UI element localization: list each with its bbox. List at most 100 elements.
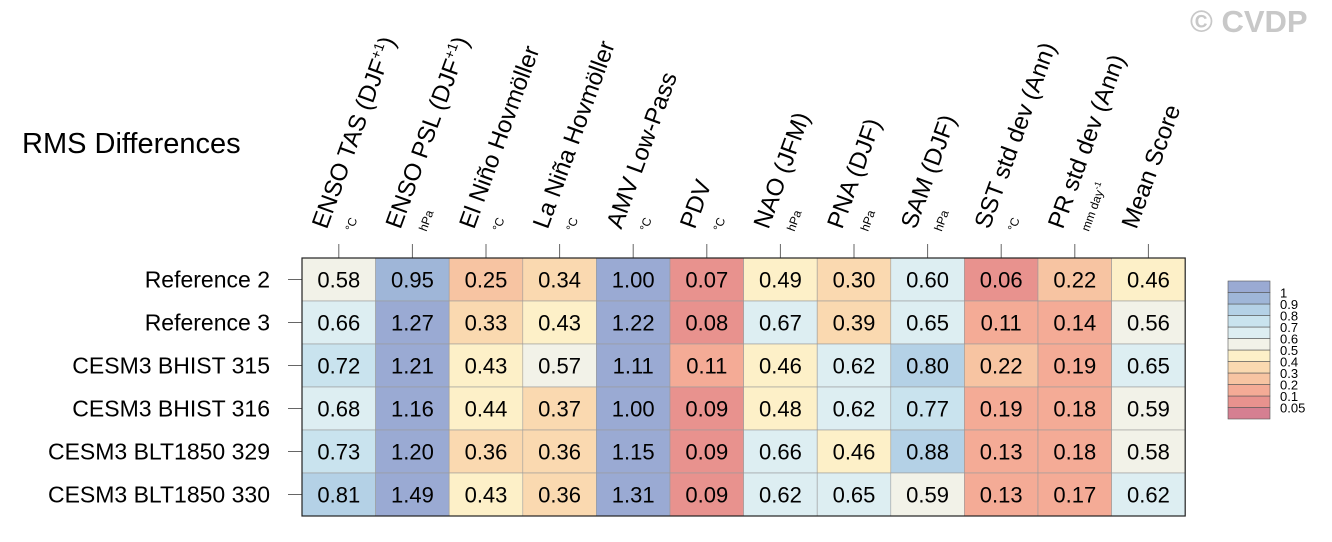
heatmap-cell xyxy=(375,257,450,302)
colorbar-tick-label: 0.8 xyxy=(1280,309,1298,324)
cell-value-label: 0.22 xyxy=(1053,268,1096,293)
cell-value-label: 1.11 xyxy=(613,354,654,379)
cell-value-label: 0.09 xyxy=(685,440,728,465)
cell-value-label: 0.34 xyxy=(538,268,581,293)
colorbar-tick-label: 0.6 xyxy=(1280,332,1298,347)
heatmap-cell xyxy=(1111,472,1186,517)
heatmap-cell xyxy=(522,386,597,431)
cell-value-label: 1.27 xyxy=(391,311,434,336)
colorbar-tick-label: 0.5 xyxy=(1280,343,1298,358)
heatmap-cell xyxy=(743,300,818,345)
colorbar-box xyxy=(1227,407,1271,420)
cell-value-label: 1.15 xyxy=(612,440,655,465)
cell-value-label: 0.11 xyxy=(686,354,727,379)
heatmap-cell xyxy=(743,343,818,388)
heatmap-cell xyxy=(1037,300,1112,345)
heatmap-cell xyxy=(522,343,597,388)
cell-value-label: 0.11 xyxy=(981,311,1022,336)
column-label: SST std dev (Ann) xyxy=(969,39,1061,232)
heatmap-cells: 0.58 0.95 0.25 0.34 1.00 0.07 0.49 0.30 0.60 0.06… xyxy=(301,257,1186,517)
heatmap-cell xyxy=(301,429,376,474)
cell-value-label: 0.25 xyxy=(465,268,508,293)
cell-value-label: 1.16 xyxy=(391,397,434,422)
cell-value-label: 0.57 xyxy=(538,354,581,379)
heatmap-cell xyxy=(1111,257,1186,302)
heatmap-cell xyxy=(1037,386,1112,431)
cell-value-label: 1.22 xyxy=(612,311,655,336)
heatmap-cell xyxy=(964,300,1039,345)
cell-value-label: 0.56 xyxy=(1127,311,1170,336)
cell-value-label: 0.09 xyxy=(685,397,728,422)
heatmap-cell xyxy=(890,472,965,517)
heatmap-cell xyxy=(964,386,1039,431)
cell-value-label: 0.65 xyxy=(906,311,949,336)
column-labels: ENSO TAS (DJF+1)°C ENSO PSL (DJF+1)hPa El … xyxy=(307,33,1187,258)
column-label: Mean Score xyxy=(1117,101,1187,232)
cell-value-label: 0.60 xyxy=(906,268,949,293)
cell-value-label: 1.49 xyxy=(391,483,434,508)
cell-value-label: 0.14 xyxy=(1053,311,1096,336)
heatmap-cell xyxy=(743,257,818,302)
colorbar-box xyxy=(1227,361,1271,374)
cell-value-label: 0.66 xyxy=(759,440,802,465)
column-label: El Niño Hovmöller xyxy=(454,42,545,232)
chart-title: RMS Differences xyxy=(22,128,241,160)
column-unit: hPa xyxy=(416,208,437,233)
cell-value-label: 0.72 xyxy=(317,354,360,379)
column-unit: °C xyxy=(710,215,728,233)
cell-value-label: 0.19 xyxy=(1053,354,1096,379)
heatmap-cell xyxy=(964,429,1039,474)
cell-value-label: 0.88 xyxy=(906,440,949,465)
row-label: CESM3 BLT1850 330 xyxy=(48,482,270,508)
heatmap-cell xyxy=(743,429,818,474)
column-unit: °C xyxy=(342,215,360,233)
heatmap-cell xyxy=(375,386,450,431)
cell-value-label: 0.33 xyxy=(465,311,508,336)
cell-value-label: 0.09 xyxy=(685,483,728,508)
cell-value-label: 0.36 xyxy=(465,440,508,465)
column-label: La Niña Hovmöller xyxy=(528,37,621,232)
cell-value-label: 0.67 xyxy=(759,311,802,336)
heatmap-cell xyxy=(890,429,965,474)
cell-value-label: 0.19 xyxy=(980,397,1023,422)
column-unit: °C xyxy=(563,215,581,233)
heatmap-cell xyxy=(743,386,818,431)
heatmap-cell xyxy=(596,386,671,431)
column-label: PDV xyxy=(675,176,717,232)
cell-value-label: 0.58 xyxy=(317,268,360,293)
colorbar-tick-label: 1 xyxy=(1280,286,1287,301)
cell-value-label: 0.81 xyxy=(317,483,360,508)
heatmap-cell xyxy=(890,257,965,302)
heatmap-cell xyxy=(448,300,524,345)
cell-value-label: 0.43 xyxy=(465,483,508,508)
cell-value-label: 0.18 xyxy=(1053,440,1096,465)
heatmap-cell xyxy=(816,257,892,302)
heatmap-cell xyxy=(816,343,892,388)
cell-value-label: 0.46 xyxy=(1127,268,1170,293)
column-unit: hPa xyxy=(784,208,805,233)
cell-value-label: 0.49 xyxy=(759,268,802,293)
cell-value-label: 0.46 xyxy=(759,354,802,379)
colorbar-tick-label: 0.2 xyxy=(1280,378,1298,393)
cell-value-label: 0.59 xyxy=(1127,397,1170,422)
colorbar-tick-label: 0.1 xyxy=(1280,389,1298,404)
cell-value-label: 0.95 xyxy=(391,268,434,293)
heatmap-cell xyxy=(375,429,450,474)
cell-value-label: 0.17 xyxy=(1053,483,1096,508)
cell-value-label: 0.36 xyxy=(538,483,581,508)
cell-value-label: 0.36 xyxy=(538,440,581,465)
heatmap-cell xyxy=(375,472,450,517)
colorbar-tick-label: 0.3 xyxy=(1280,366,1298,381)
heatmap-cell xyxy=(890,386,965,431)
cell-value-label: 0.62 xyxy=(833,354,876,379)
colorbar-box xyxy=(1227,372,1271,385)
cell-value-label: 0.58 xyxy=(1127,440,1170,465)
column-label: AMV Low-Pass xyxy=(601,69,682,232)
cell-value-label: 0.68 xyxy=(317,397,360,422)
row-label: CESM3 BLT1850 329 xyxy=(48,439,270,465)
colorbar-tick-label: 0.9 xyxy=(1280,297,1298,312)
row-label: CESM3 BHIST 316 xyxy=(72,396,270,422)
column-label: SAM (DJF) xyxy=(896,111,962,232)
colorbar: 0.050.10.20.30.40.50.60.70.80.91 xyxy=(1227,280,1305,420)
